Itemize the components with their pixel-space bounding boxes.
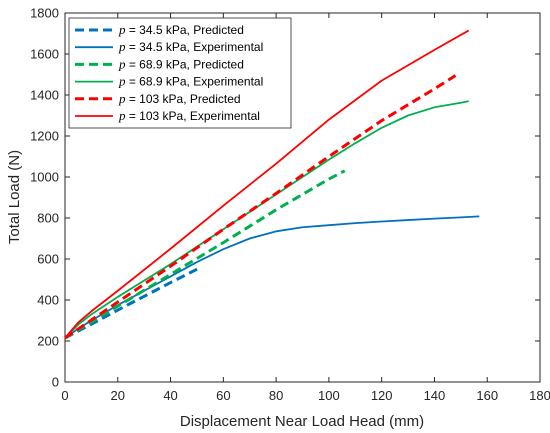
series-line-3 bbox=[64, 100, 469, 339]
series-layer bbox=[64, 29, 480, 340]
legend-text: = 103 kPa, Predicted bbox=[126, 92, 241, 106]
series-line-5 bbox=[64, 29, 470, 339]
legend-variable: p bbox=[118, 39, 126, 54]
y-tick-label: 600 bbox=[37, 252, 59, 267]
y-tick-label: 0 bbox=[52, 375, 59, 390]
x-tick-label: 40 bbox=[163, 388, 177, 403]
series-line-2 bbox=[64, 169, 346, 340]
legend-label: p = 103 kPa, Experimental bbox=[118, 108, 260, 123]
x-tick-label: 20 bbox=[111, 388, 125, 403]
y-tick-label: 800 bbox=[37, 211, 59, 226]
x-tick-label: 80 bbox=[269, 388, 283, 403]
legend-variable: p bbox=[118, 56, 126, 71]
y-tick-label: 1400 bbox=[30, 88, 59, 103]
legend-box bbox=[68, 17, 292, 129]
legend-variable: p bbox=[118, 22, 126, 37]
legend-label: p = 103 kPa, Predicted bbox=[118, 91, 241, 106]
y-tick-label: 1000 bbox=[30, 170, 59, 185]
legend-variable: p bbox=[118, 74, 126, 89]
legend-variable: p bbox=[118, 108, 126, 123]
legend-label: p = 34.5 kPa, Predicted bbox=[118, 22, 244, 37]
x-axis-ticks: 0 20 40 60 80 100 120 140 160 180 bbox=[61, 13, 550, 403]
legend-text: = 34.5 kPa, Experimental bbox=[126, 40, 264, 54]
x-tick-label: 0 bbox=[61, 388, 68, 403]
y-tick-label: 1200 bbox=[30, 129, 59, 144]
legend-label: p = 34.5 kPa, Experimental bbox=[118, 39, 263, 54]
y-tick-label: 400 bbox=[37, 293, 59, 308]
x-tick-label: 140 bbox=[424, 388, 446, 403]
legend-label: p = 68.9 kPa, Predicted bbox=[118, 56, 244, 71]
x-tick-label: 160 bbox=[476, 388, 498, 403]
legend-text: = 68.9 kPa, Experimental bbox=[126, 75, 264, 89]
legend-text: = 103 kPa, Experimental bbox=[126, 109, 260, 123]
x-axis-label: Displacement Near Load Head (mm) bbox=[180, 413, 424, 430]
legend-label: p = 68.9 kPa, Experimental bbox=[118, 74, 263, 89]
series-line-4 bbox=[64, 74, 457, 340]
y-tick-label: 200 bbox=[37, 334, 59, 349]
legend-variable: p bbox=[118, 91, 126, 106]
y-axis-ticks: 0 200 400 600 800 1000 1200 1400 1600 1800 bbox=[30, 6, 540, 390]
x-tick-label: 60 bbox=[216, 388, 230, 403]
y-tick-label: 1800 bbox=[30, 6, 59, 21]
y-tick-label: 1600 bbox=[30, 47, 59, 62]
x-tick-label: 180 bbox=[529, 388, 550, 403]
x-tick-label: 120 bbox=[371, 388, 393, 403]
series-line-0 bbox=[64, 267, 198, 340]
x-tick-label: 100 bbox=[318, 388, 340, 403]
legend-text: = 34.5 kPa, Predicted bbox=[126, 23, 244, 37]
legend-text: = 68.9 kPa, Predicted bbox=[126, 57, 244, 71]
y-axis-label: Total Load (N) bbox=[6, 150, 23, 244]
